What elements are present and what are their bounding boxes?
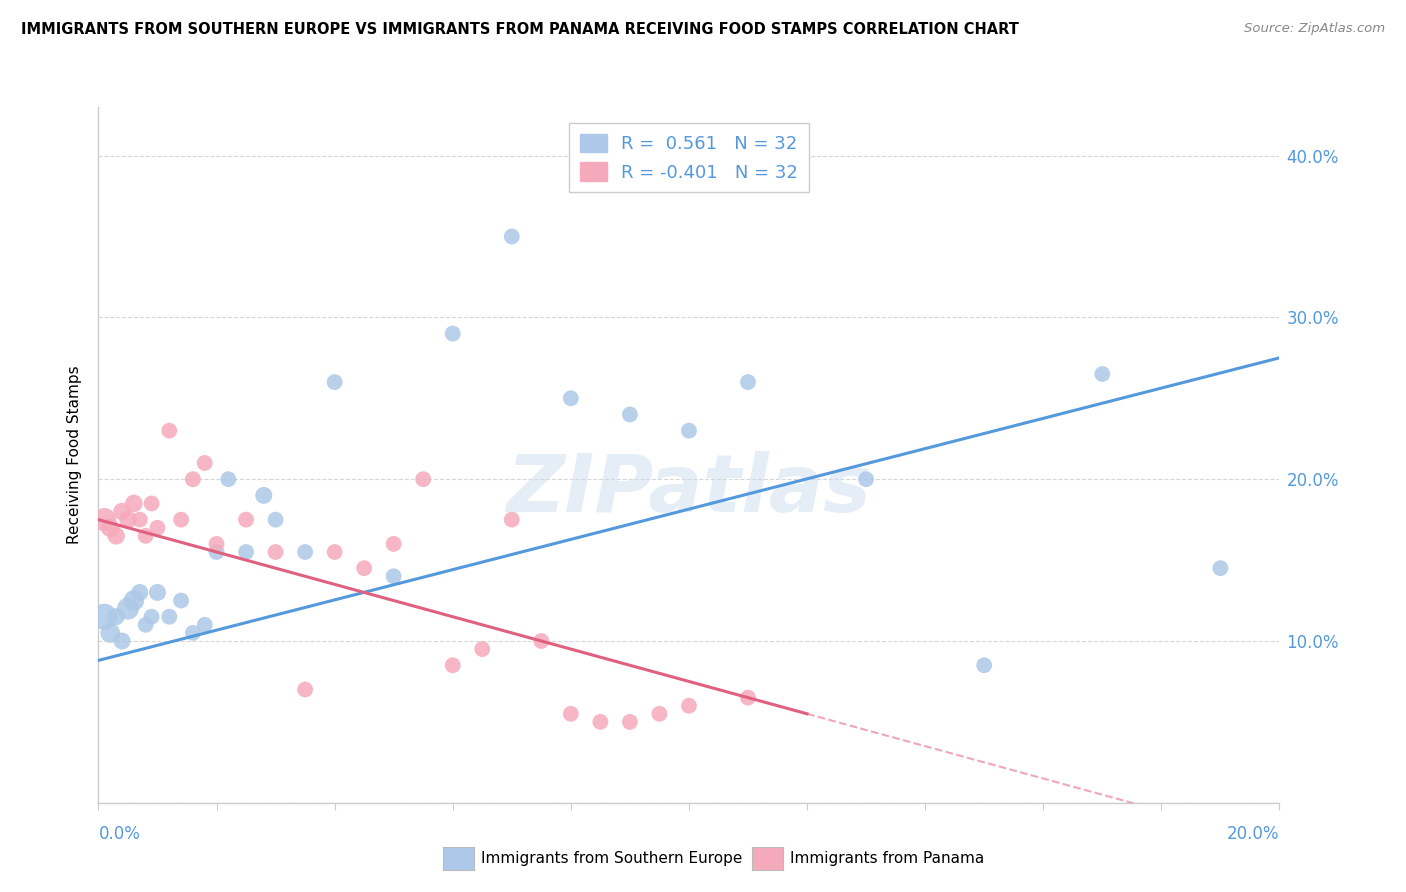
Point xyxy=(128,513,150,527)
Point xyxy=(441,326,464,341)
Point xyxy=(98,626,121,640)
Point xyxy=(205,537,228,551)
Point xyxy=(619,714,641,729)
Point xyxy=(235,513,257,527)
Point xyxy=(678,424,700,438)
Point xyxy=(323,545,346,559)
Point xyxy=(737,690,759,705)
Point xyxy=(146,521,169,535)
Point xyxy=(253,488,276,502)
Point xyxy=(1209,561,1232,575)
Point xyxy=(93,609,115,624)
Point xyxy=(264,513,287,527)
Point xyxy=(111,504,134,518)
Point xyxy=(117,601,139,615)
Point xyxy=(117,513,139,527)
Point xyxy=(157,609,180,624)
Point xyxy=(146,585,169,599)
Point xyxy=(135,617,157,632)
Text: 20.0%: 20.0% xyxy=(1227,825,1279,843)
Point xyxy=(501,229,523,244)
Point xyxy=(205,545,228,559)
Point xyxy=(294,545,316,559)
Point xyxy=(353,561,375,575)
Point xyxy=(589,714,612,729)
Point xyxy=(973,658,995,673)
Point xyxy=(264,545,287,559)
Point xyxy=(1091,367,1114,381)
Point xyxy=(323,375,346,389)
Point xyxy=(382,569,405,583)
Point xyxy=(194,617,217,632)
Point xyxy=(128,585,150,599)
Text: ZIPatlas: ZIPatlas xyxy=(506,450,872,529)
Point xyxy=(157,424,180,438)
Text: Immigrants from Southern Europe: Immigrants from Southern Europe xyxy=(481,852,742,866)
Point xyxy=(441,658,464,673)
Point xyxy=(141,609,163,624)
Point xyxy=(294,682,316,697)
Point xyxy=(382,537,405,551)
Legend: R =  0.561   N = 32, R = -0.401   N = 32: R = 0.561 N = 32, R = -0.401 N = 32 xyxy=(569,123,808,193)
Point xyxy=(111,634,134,648)
Point xyxy=(181,472,204,486)
Text: IMMIGRANTS FROM SOUTHERN EUROPE VS IMMIGRANTS FROM PANAMA RECEIVING FOOD STAMPS : IMMIGRANTS FROM SOUTHERN EUROPE VS IMMIG… xyxy=(21,22,1019,37)
Point xyxy=(678,698,700,713)
Point xyxy=(471,642,494,657)
Point xyxy=(141,496,163,510)
Point xyxy=(170,593,193,607)
Point xyxy=(530,634,553,648)
Point xyxy=(217,472,239,486)
Text: Source: ZipAtlas.com: Source: ZipAtlas.com xyxy=(1244,22,1385,36)
Point xyxy=(170,513,193,527)
Point xyxy=(105,609,128,624)
Point xyxy=(122,593,145,607)
Point xyxy=(135,529,157,543)
Point xyxy=(181,626,204,640)
Point xyxy=(648,706,671,721)
Point xyxy=(98,521,121,535)
Point xyxy=(560,706,582,721)
Point xyxy=(122,496,145,510)
Point xyxy=(855,472,877,486)
Point xyxy=(412,472,434,486)
Point xyxy=(619,408,641,422)
Point xyxy=(501,513,523,527)
Point xyxy=(235,545,257,559)
Point xyxy=(93,513,115,527)
Point xyxy=(560,392,582,406)
Point xyxy=(737,375,759,389)
Point xyxy=(194,456,217,470)
Point xyxy=(105,529,128,543)
Y-axis label: Receiving Food Stamps: Receiving Food Stamps xyxy=(67,366,83,544)
Text: 0.0%: 0.0% xyxy=(98,825,141,843)
Text: Immigrants from Panama: Immigrants from Panama xyxy=(790,852,984,866)
